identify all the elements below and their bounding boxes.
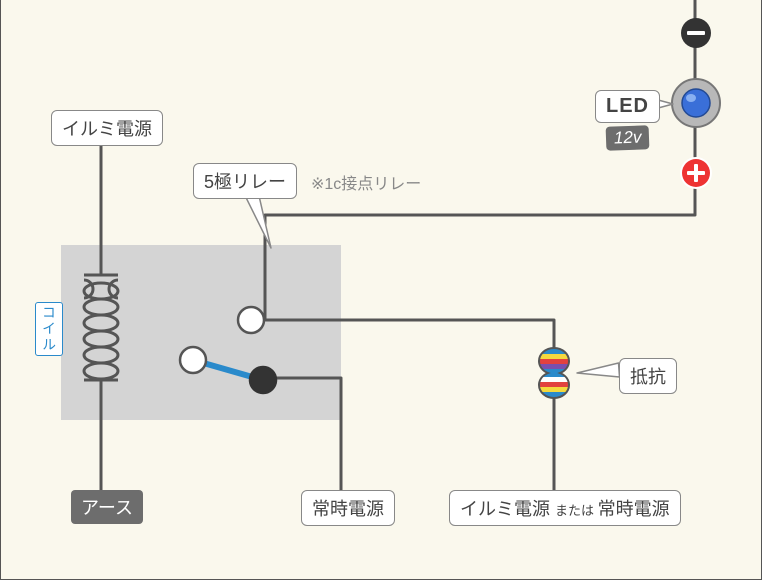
label-ground: アース [71, 490, 143, 524]
contact-nc [238, 307, 264, 333]
text-illumi: イルミ電源 [460, 499, 555, 519]
label-5pole-relay: 5極リレー [193, 163, 297, 199]
resistor-icon [531, 348, 577, 398]
contact-common [180, 347, 206, 373]
led-icon [672, 79, 720, 127]
text-const: 常時電源 [598, 499, 670, 519]
label-resistor: 抵抗 [619, 358, 677, 394]
plus-terminal-icon [680, 157, 712, 189]
label-relay-note: ※1c接点リレー [311, 170, 421, 194]
minus-terminal-icon [681, 18, 711, 48]
text-or: または [555, 503, 598, 518]
label-led-voltage: 12v [606, 125, 650, 151]
label-constant-power: 常時電源 [301, 490, 395, 526]
contact-no [250, 367, 276, 393]
coil-icon [84, 245, 118, 420]
label-led: LED [595, 90, 660, 123]
diagram-canvas: イルミ電源 5極リレー ※1c接点リレー コイル アース 常時電源 イルミ電源 … [0, 0, 762, 580]
label-coil: コイル [35, 302, 63, 356]
label-illumi-or-constant: イルミ電源 または 常時電源 [449, 490, 681, 526]
label-illumi-power-top: イルミ電源 [51, 110, 163, 146]
